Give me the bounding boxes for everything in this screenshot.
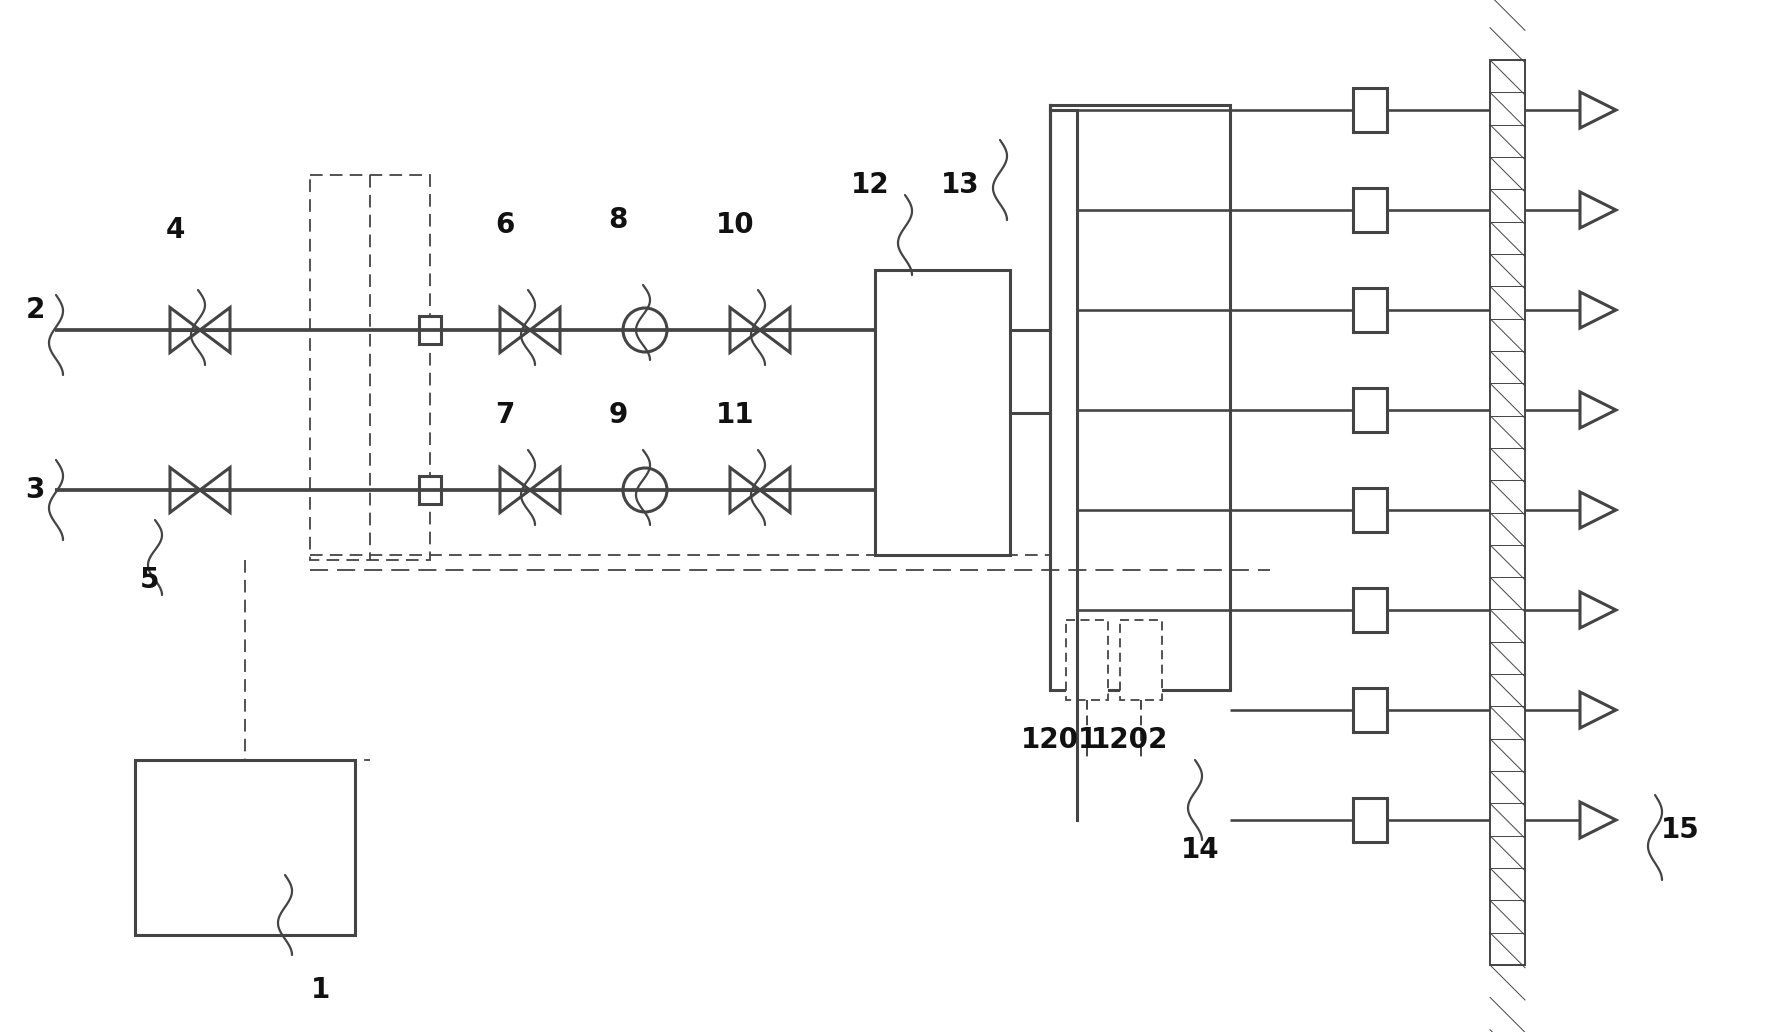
Bar xyxy=(419,476,441,504)
Bar xyxy=(1490,60,1526,965)
Text: 1202: 1202 xyxy=(1092,725,1168,754)
Bar xyxy=(874,270,1011,555)
Bar xyxy=(1352,188,1388,232)
Text: 7: 7 xyxy=(496,401,515,429)
Bar xyxy=(1352,88,1388,132)
Bar xyxy=(419,316,441,344)
Text: 15: 15 xyxy=(1660,816,1699,844)
Text: 1: 1 xyxy=(310,976,329,1004)
Bar xyxy=(1352,388,1388,432)
Text: 13: 13 xyxy=(940,171,979,199)
Text: 11: 11 xyxy=(715,401,754,429)
Text: 6: 6 xyxy=(496,211,515,239)
Text: 12: 12 xyxy=(851,171,889,199)
Text: 3: 3 xyxy=(25,476,44,504)
Bar xyxy=(1352,798,1388,842)
Bar xyxy=(310,175,430,560)
Bar xyxy=(1352,688,1388,732)
Bar xyxy=(135,760,356,935)
Text: 14: 14 xyxy=(1181,836,1220,864)
Bar xyxy=(1050,105,1230,690)
Text: 9: 9 xyxy=(609,401,628,429)
Text: 1201: 1201 xyxy=(1021,725,1099,754)
Text: 2: 2 xyxy=(25,296,44,324)
Text: 10: 10 xyxy=(715,211,754,239)
Text: 4: 4 xyxy=(165,216,184,244)
Bar xyxy=(1066,620,1108,700)
Bar xyxy=(1352,288,1388,332)
Bar xyxy=(1120,620,1161,700)
Text: 8: 8 xyxy=(609,206,628,234)
Text: 5: 5 xyxy=(140,566,159,594)
Bar xyxy=(1352,588,1388,632)
Bar xyxy=(1352,488,1388,533)
